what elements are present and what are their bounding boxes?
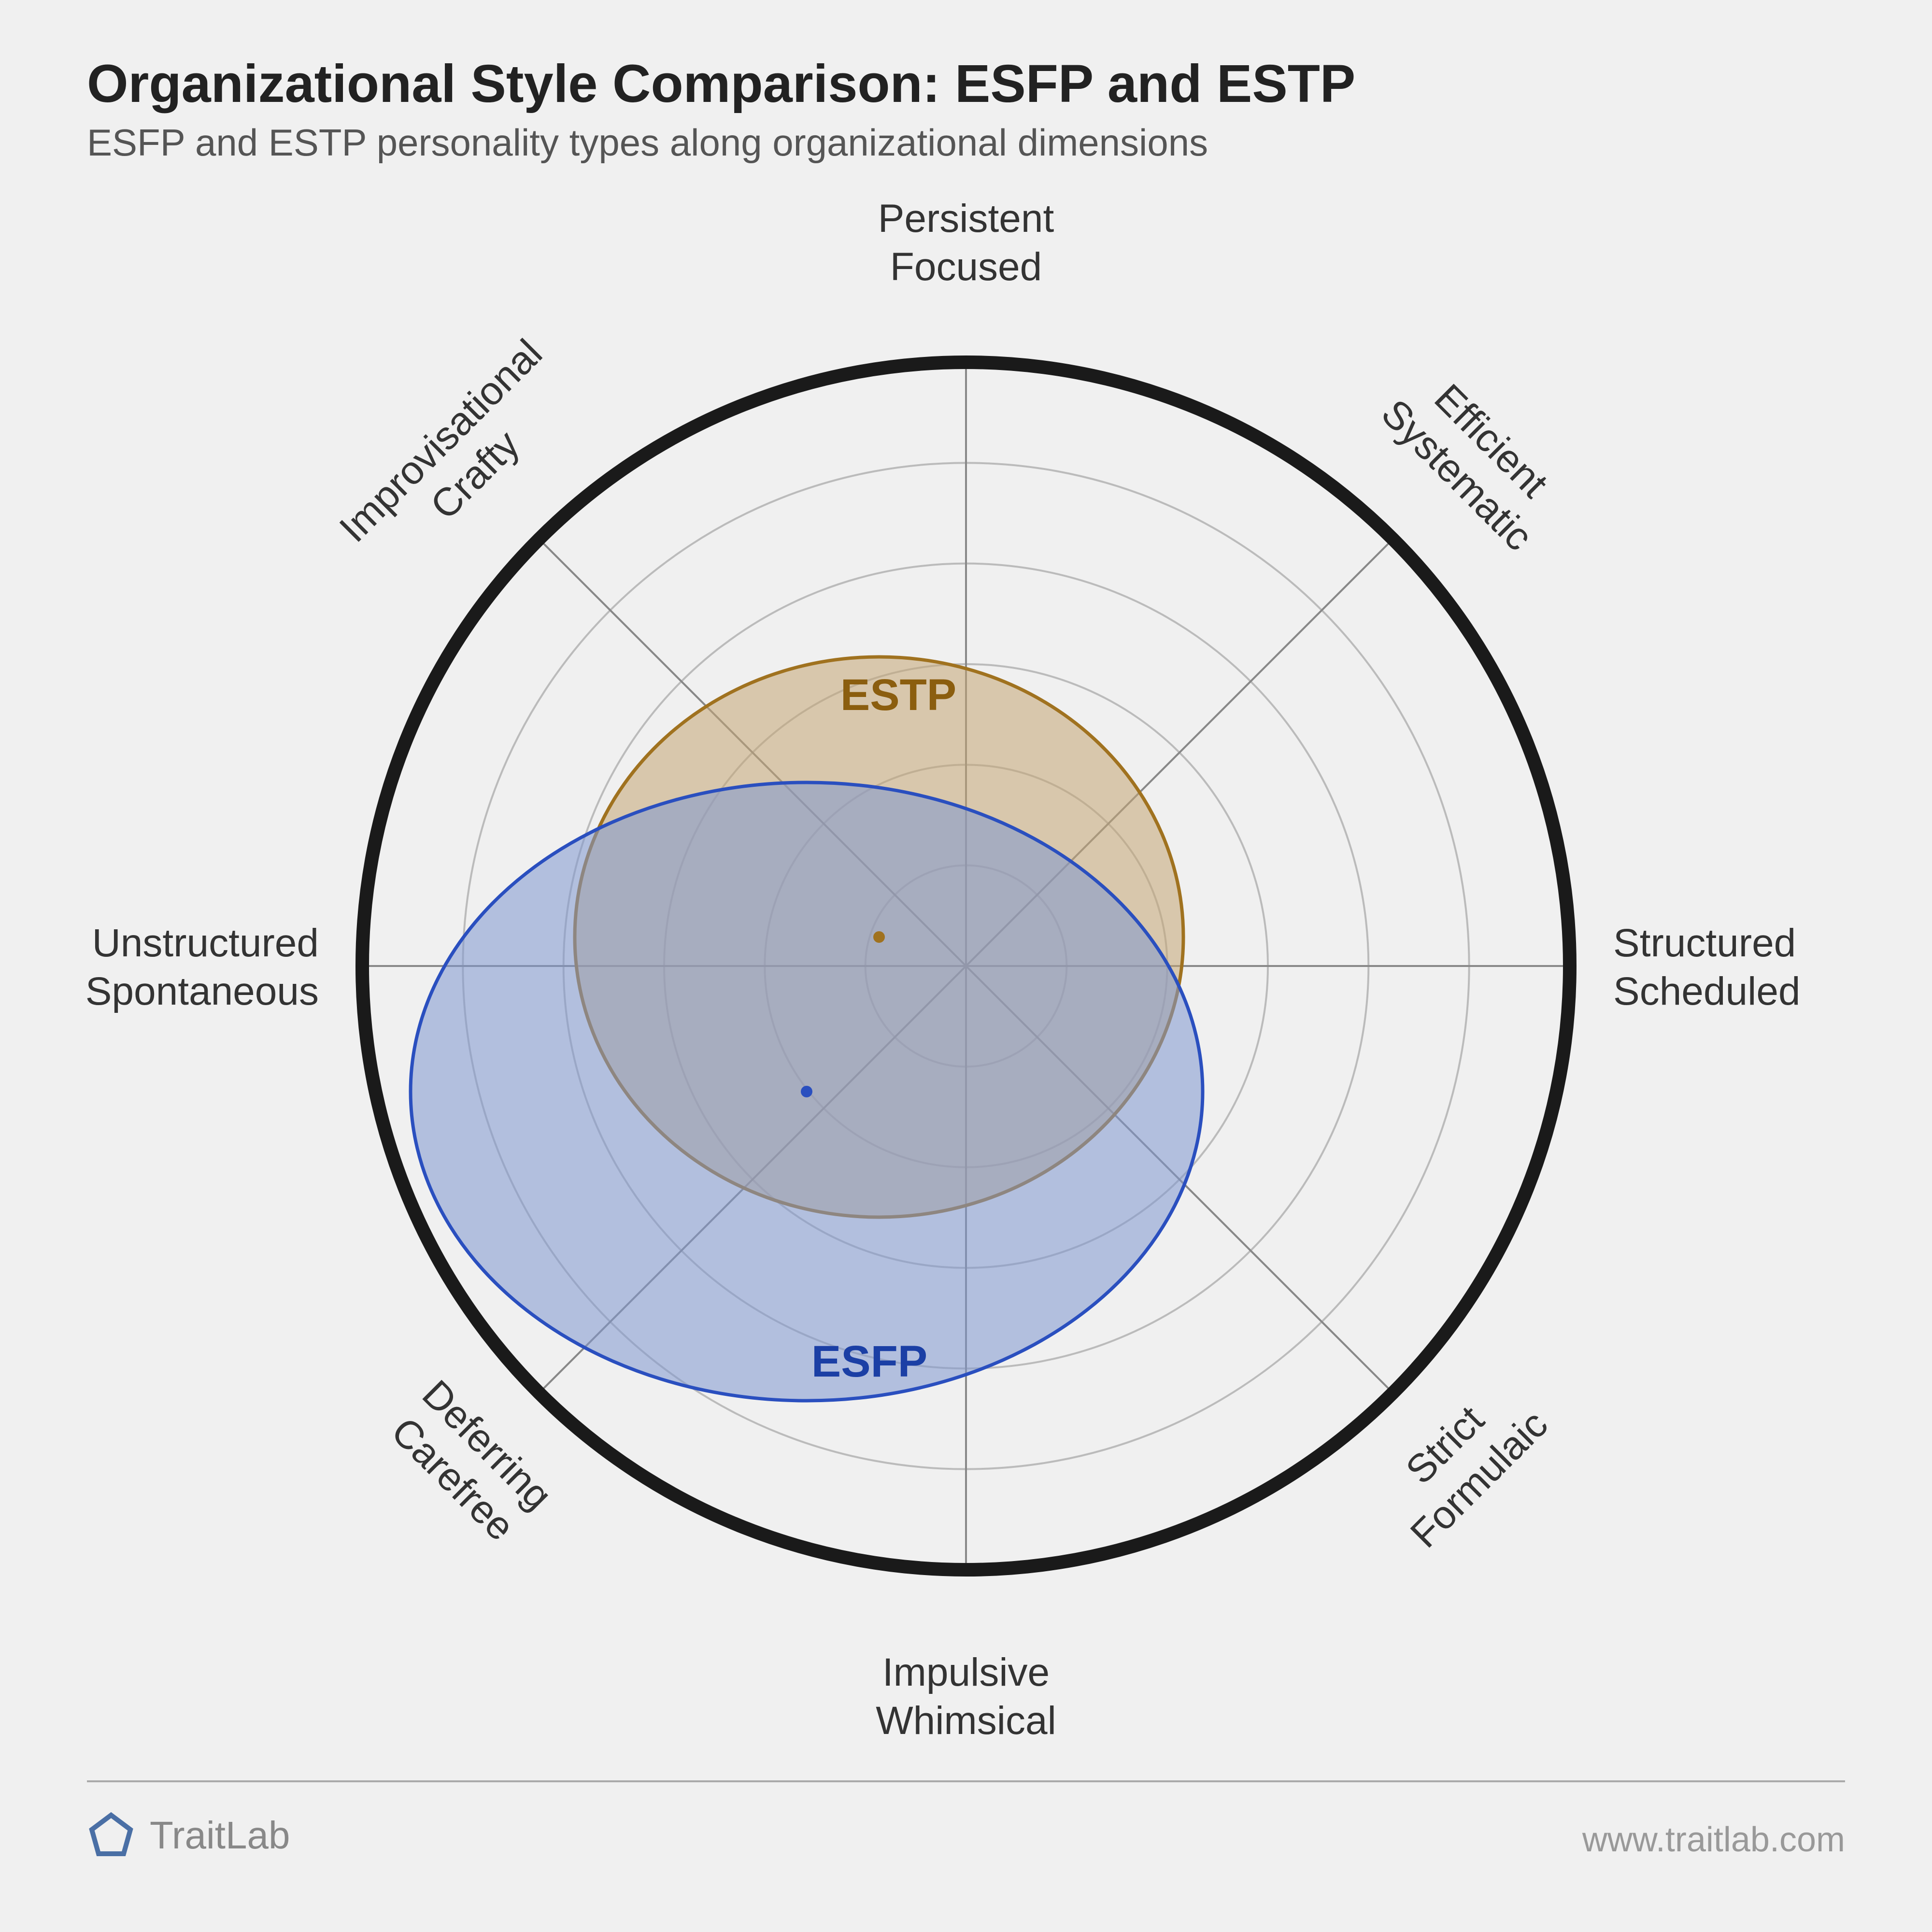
blob-label-estp: ESTP: [840, 670, 956, 720]
chart-title: Organizational Style Comparison: ESFP an…: [87, 53, 1355, 114]
axis-label: DeferringCarefree: [380, 1372, 560, 1552]
axis-label: StructuredScheduled: [1613, 921, 1801, 1013]
footer: TraitLab www.traitlab.com: [0, 1802, 1932, 1860]
blob-center-esfp: [801, 1086, 812, 1097]
svg-text:Impulsive: Impulsive: [882, 1650, 1050, 1694]
svg-text:Focused: Focused: [890, 245, 1042, 289]
chart-container: Organizational Style Comparison: ESFP an…: [0, 0, 1932, 1932]
footer-url: www.traitlab.com: [1582, 1820, 1845, 1860]
svg-text:Scheduled: Scheduled: [1613, 969, 1801, 1013]
logo-icon: [87, 1811, 135, 1860]
footer-divider: [87, 1780, 1845, 1782]
svg-text:Improvisational: Improvisational: [331, 331, 551, 551]
radar-chart: ESTP ESFP PersistentFocused EfficientSystem…: [0, 169, 1932, 1763]
blob-center-estp: [873, 931, 885, 943]
axis-label: PersistentFocused: [878, 197, 1054, 289]
axis-label: UnstructuredSpontaneous: [85, 921, 319, 1013]
svg-text:Spontaneous: Spontaneous: [85, 969, 319, 1013]
svg-text:Unstructured: Unstructured: [92, 921, 319, 965]
brand: TraitLab: [87, 1811, 290, 1860]
chart-subtitle: ESFP and ESTP personality types along or…: [87, 121, 1208, 165]
axis-label: EfficientSystematic: [1373, 357, 1576, 559]
svg-text:Persistent: Persistent: [878, 197, 1054, 241]
svg-text:Structured: Structured: [1613, 921, 1796, 965]
brand-text: TraitLab: [150, 1813, 290, 1858]
svg-text:Whimsical: Whimsical: [876, 1699, 1056, 1743]
blob-label-esfp: ESFP: [811, 1337, 927, 1386]
axis-label: Impulsive Whimsical: [876, 1650, 1056, 1743]
